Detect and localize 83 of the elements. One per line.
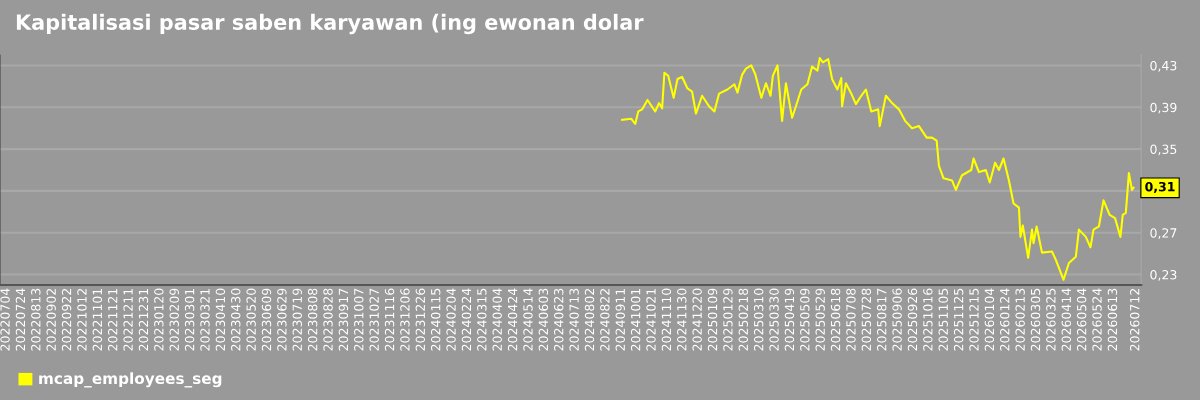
x-tick-label: 20260325 xyxy=(1046,288,1056,351)
x-tick-label: 20220724 xyxy=(15,288,26,351)
x-tick-label: 20240822 xyxy=(600,289,610,351)
x-tick-label: 20221012 xyxy=(77,289,87,351)
legend-label: mcap_employees_seg xyxy=(39,372,222,388)
x-tick-label: 20240404 xyxy=(492,288,502,351)
x-tick-label: 20230430 xyxy=(231,288,241,351)
x-tick-label: 20231226 xyxy=(415,288,426,351)
x-tick-label: 20221101 xyxy=(92,288,103,351)
x-tick-label: 20240115 xyxy=(430,288,441,351)
x-tick-label: 20260504 xyxy=(1076,288,1087,351)
x-tick-label: 20220902 xyxy=(46,289,56,351)
x-tick-label: 20241110 xyxy=(661,288,672,351)
x-tick-label: 20221211 xyxy=(123,288,133,351)
x-tick-label: 20260124 xyxy=(1000,288,1010,351)
x-tick-label: 20250129 xyxy=(723,288,733,351)
x-tick-label: 20240315 xyxy=(477,288,487,351)
x-tick-label: 20230120 xyxy=(154,288,164,351)
x-tick-label: 20250330 xyxy=(769,288,779,351)
x-tick-label: 20260213 xyxy=(1015,288,1025,351)
x-tick-label: 20230520 xyxy=(246,288,256,351)
x-tick-label: 20250708 xyxy=(846,288,856,351)
y-tick-label: 0,27 xyxy=(1150,228,1177,239)
x-tick-label: 20220813 xyxy=(31,288,41,351)
x-tick-label: 20250926 xyxy=(907,288,918,351)
x-tick-label: 20230209 xyxy=(169,288,179,351)
y-tick-label: 0,43 xyxy=(1150,60,1177,72)
x-tick-label: 20241001 xyxy=(630,288,641,351)
x-tick-label: 20231007 xyxy=(354,288,364,351)
x-tick-label: 20231027 xyxy=(369,288,379,351)
x-tick-label: 20251215 xyxy=(969,288,979,351)
x-tick-label: 20240224 xyxy=(461,288,472,351)
x-tick-label: 20240802 xyxy=(584,289,595,351)
y-tick-label: 0,23 xyxy=(1150,270,1177,281)
x-tick-label: 20250310 xyxy=(753,288,764,351)
x-tick-label: 20250109 xyxy=(707,288,718,351)
y-tick-label: 0,39 xyxy=(1150,102,1177,114)
x-tick-label: 20221121 xyxy=(107,288,118,351)
x-tick-label: 20230301 xyxy=(184,288,195,351)
x-tick-label: 20260712 xyxy=(1129,289,1140,351)
x-tick-label: 20240514 xyxy=(523,288,533,351)
x-tick-label: 20230321 xyxy=(200,288,210,351)
x-tick-label: 20250618 xyxy=(830,288,841,351)
x-tick-label: 20260305 xyxy=(1030,288,1041,351)
x-tick-label: 20230629 xyxy=(277,288,287,351)
x-tick-label: 20250906 xyxy=(892,288,902,351)
chart-title: Kapitalisasi pasar saben karyawan (ing ewonan dolar xyxy=(16,13,644,35)
x-tick-label: 20230828 xyxy=(323,288,333,351)
x-tick-label: 20251105 xyxy=(938,288,948,351)
x-tick-label: 20240911 xyxy=(615,288,625,351)
x-tick-label: 20230808 xyxy=(307,288,318,351)
x-tick-label: 20240603 xyxy=(538,288,549,351)
x-tick-label: 20230609 xyxy=(261,288,272,351)
x-tick-label: 20251016 xyxy=(923,288,933,351)
x-tick-label: 20251125 xyxy=(953,288,964,351)
x-tick-label: 20250728 xyxy=(861,288,872,351)
y-tick-label: 0,35 xyxy=(1150,144,1177,156)
x-tick-label: 20260414 xyxy=(1061,288,1071,351)
x-tick-label: 20231206 xyxy=(400,288,410,351)
x-tick-label: 20260104 xyxy=(984,288,995,351)
x-tick-label: 20220704 xyxy=(0,288,10,351)
line-series xyxy=(621,57,1135,281)
x-tick-label: 20240623 xyxy=(554,288,564,351)
x-tick-label: 20250419 xyxy=(784,288,795,351)
x-tick-label: 20260613 xyxy=(1107,288,1118,351)
x-tick-label: 20260524 xyxy=(1092,288,1102,351)
x-tick-label: 20230410 xyxy=(215,288,226,351)
x-tick-label: 20250218 xyxy=(738,288,749,351)
x-tick-label: 20241220 xyxy=(692,288,702,351)
x-tick-label: 20240713 xyxy=(569,288,579,351)
x-tick-label: 20241021 xyxy=(646,288,656,351)
x-tick-label: 20240424 xyxy=(507,288,518,351)
x-tick-label: 20230719 xyxy=(292,288,302,351)
x-tick-label: 20250529 xyxy=(815,288,825,351)
x-tick-label: 20230917 xyxy=(338,288,349,351)
x-tick-label: 20250509 xyxy=(800,288,810,351)
x-tick-label: 20241130 xyxy=(677,288,687,351)
x-tick-label: 20221231 xyxy=(138,288,149,351)
x-tick-label: 20231116 xyxy=(384,288,395,351)
x-tick-label: 20250817 xyxy=(876,288,887,351)
x-tick-label: 20220922 xyxy=(61,289,72,351)
x-tick-label: 20240204 xyxy=(446,288,456,351)
data-label: 0,31 xyxy=(1145,181,1175,193)
